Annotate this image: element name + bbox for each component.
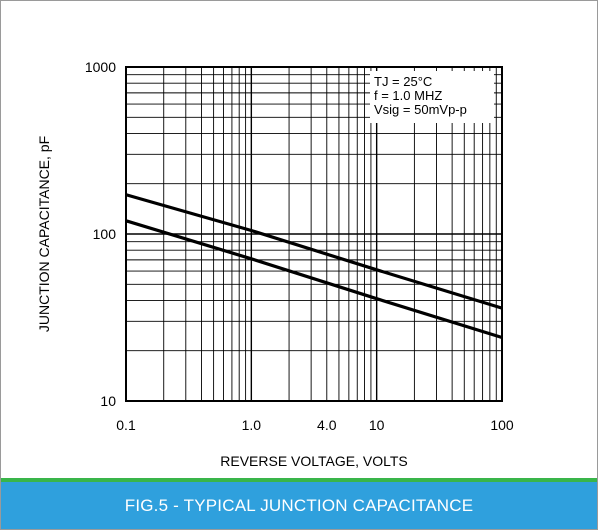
y-tick-label: 10 (100, 393, 116, 409)
tick-labels: 0.1 1.0 4.0 10 100 10 100 1000 (85, 59, 514, 433)
plot-border (125, 66, 503, 402)
series-group (125, 193, 503, 340)
x-tick-label: 10 (369, 417, 385, 433)
annotation-background (370, 71, 494, 123)
y-tick-label: 1000 (85, 59, 116, 75)
condition-annotation: TJ = 25°C f = 1.0 MHZ Vsig = 50mVp-p (370, 71, 494, 123)
series-line-2 (125, 219, 503, 340)
y-axis-label: JUNCTION CAPACITANCE, pF (36, 136, 52, 332)
annotation-line: TJ = 25°C (374, 74, 432, 89)
x-tick-label: 0.1 (116, 417, 136, 433)
x-tick-label: 1.0 (242, 417, 262, 433)
series-line-1 (125, 193, 503, 310)
y-tick-label: 100 (93, 226, 117, 242)
annotation-line: f = 1.0 MHZ (374, 88, 442, 103)
x-tick-label: 4.0 (317, 417, 337, 433)
x-axis-label: REVERSE VOLTAGE, VOLTS (220, 453, 408, 469)
x-tick-label: 100 (490, 417, 514, 433)
capacitance-chart: 0.1 1.0 4.0 10 100 10 100 1000 TJ = 25°C f = 1.… (36, 59, 514, 469)
annotation-line: Vsig = 50mVp-p (374, 102, 467, 117)
figure-caption: FIG.5 - TYPICAL JUNCTION CAPACITANCE (1, 478, 597, 529)
